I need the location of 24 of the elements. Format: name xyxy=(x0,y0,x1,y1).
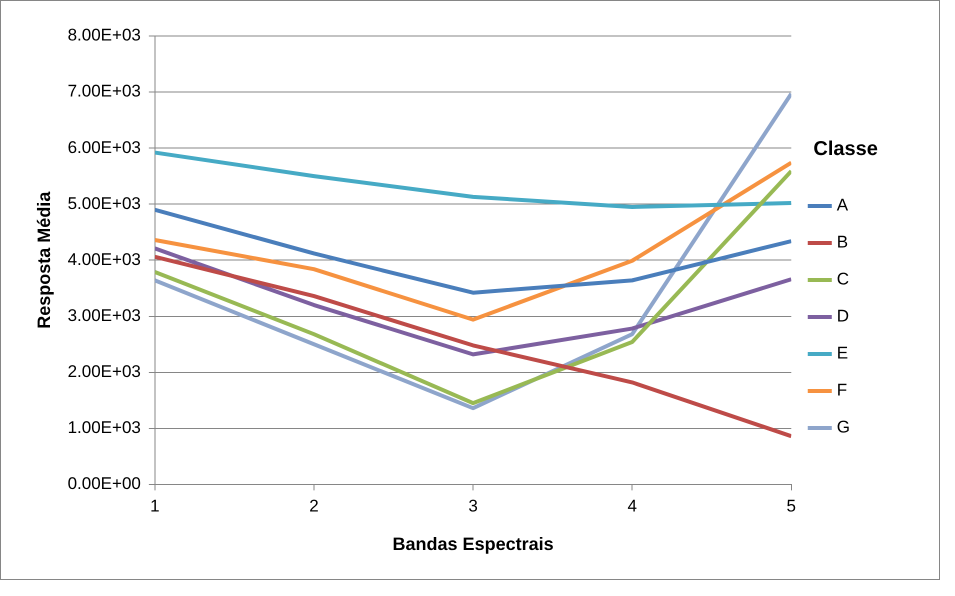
y-tick-label: 8.00E+03 xyxy=(68,26,141,45)
legend-label: F xyxy=(836,380,848,400)
y-tick-label: 5.00E+03 xyxy=(68,194,141,213)
x-tick-label: 2 xyxy=(309,496,319,516)
y-tick-label: 1.00E+03 xyxy=(68,418,141,438)
legend-title: Classe xyxy=(813,138,878,160)
y-tick-label: 4.00E+03 xyxy=(68,250,141,269)
legend-label: B xyxy=(836,232,848,252)
x-tick-label: 5 xyxy=(786,496,796,516)
legend-label: D xyxy=(836,306,850,326)
y-tick-label: 2.00E+03 xyxy=(68,362,141,381)
x-tick-label: 3 xyxy=(468,496,478,516)
x-axis-title: Bandas Espectrais xyxy=(392,534,554,554)
legend-label: G xyxy=(836,418,850,437)
y-tick-label: 0.00E+00 xyxy=(68,474,141,494)
x-tick-label: 4 xyxy=(627,496,637,516)
legend-label: A xyxy=(836,196,849,215)
y-tick-label: 7.00E+03 xyxy=(68,82,141,101)
legend-label: E xyxy=(836,344,848,363)
y-tick-label: 6.00E+03 xyxy=(68,138,141,157)
y-axis-title: Resposta Média xyxy=(34,190,54,329)
y-tick-label: 3.00E+03 xyxy=(68,306,141,325)
x-tick-label: 1 xyxy=(150,496,160,516)
legend-label: C xyxy=(836,270,850,289)
